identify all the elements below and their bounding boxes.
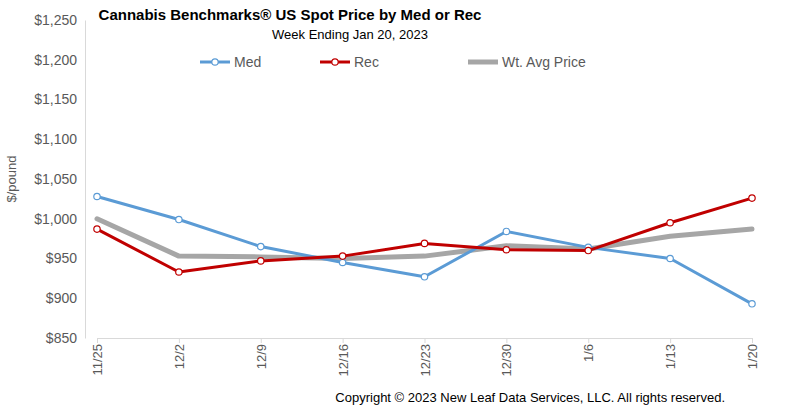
x-axis-line (98, 339, 753, 344)
point (749, 195, 755, 201)
point (176, 269, 182, 275)
x-axis: 11/25 12/2 12/9 12/16 12/23 12/30 1/6 1/13 1/20 (90, 338, 760, 377)
point (503, 228, 509, 234)
y-axis-title: $/pound (4, 156, 19, 203)
legend-label: Med (234, 54, 261, 70)
legend-item: Med (200, 54, 261, 70)
x-tick-mark (752, 338, 753, 343)
subtitle: Week Ending Jan 20, 2023 (272, 27, 428, 42)
y-tick-label: $850 (46, 330, 77, 346)
x-tick-label: 12/16 (336, 344, 351, 377)
y-axis: $850 $900 $950 $1,000 $1,050 $1,100 $1,150 $1,2… (34, 12, 85, 346)
y-tick: $1,150 (34, 91, 85, 107)
x-tick: 11/25 (90, 338, 105, 376)
point (503, 247, 509, 253)
series-line (97, 198, 752, 272)
point (339, 259, 345, 265)
point (339, 253, 345, 259)
y-tick: $1,000 (34, 211, 85, 227)
legend-swatch (468, 60, 498, 65)
x-tick-label: 12/2 (172, 344, 187, 369)
point (94, 193, 100, 199)
chart: Cannabis Benchmarks® US Spot Price by Me… (0, 0, 785, 409)
point (421, 274, 427, 280)
title: Cannabis Benchmarks® US Spot Price by Me… (99, 6, 482, 23)
x-tick-mark (97, 338, 98, 343)
legend-item: Wt. Avg Price (468, 54, 586, 70)
plot-area (94, 193, 755, 307)
x-tick: 12/2 (172, 338, 187, 369)
y-tick-label: $1,200 (34, 52, 77, 68)
x-tick-mark (425, 338, 426, 343)
x-tick-label: 1/13 (663, 344, 678, 369)
x-tick-label: 11/25 (90, 344, 105, 376)
x-tick: 12/9 (254, 338, 269, 369)
point (94, 226, 100, 232)
y-tick-label: $950 (46, 250, 77, 266)
point (258, 258, 264, 264)
x-tick-label: 1/6 (581, 344, 596, 362)
x-tick: 1/13 (663, 338, 678, 369)
x-tick-label: 12/30 (499, 344, 514, 377)
y-tick-label: $900 (46, 290, 77, 306)
x-tick: 1/6 (581, 338, 596, 362)
point (667, 220, 673, 226)
y-tick: $900 (46, 290, 85, 306)
point (667, 255, 673, 261)
y-tick: $1,200 (34, 52, 85, 68)
point (585, 247, 591, 253)
point (176, 216, 182, 222)
y-tick: $1,100 (34, 131, 85, 147)
annotation: Copyright © 2023 New Leaf Data Services,… (335, 390, 725, 405)
series-line (97, 196, 752, 303)
legend-label: Rec (354, 54, 379, 70)
legend-label: Wt. Avg Price (502, 54, 586, 70)
x-tick-mark (261, 338, 262, 343)
y-tick: $950 (46, 250, 85, 266)
x-tick: 12/30 (499, 338, 514, 377)
x-tick-mark (588, 338, 589, 343)
x-tick: 12/16 (336, 338, 351, 377)
x-tick-label: 1/20 (745, 344, 760, 369)
y-axis-line (85, 21, 86, 339)
point (258, 243, 264, 249)
legend-marker (332, 59, 338, 65)
y-tick-label: $1,100 (34, 131, 77, 147)
x-tick-mark (343, 338, 344, 343)
legend-item: Rec (320, 54, 379, 70)
y-tick-label: $1,050 (34, 171, 77, 187)
x-tick: 12/23 (418, 338, 433, 377)
legend-marker (212, 59, 218, 65)
x-tick-label: 12/9 (254, 344, 269, 369)
x-tick-mark (506, 338, 507, 343)
legend: Med Rec Wt. Avg Price (200, 54, 586, 70)
x-tick: 1/20 (745, 338, 760, 369)
y-tick: $1,050 (34, 171, 85, 187)
x-tick-mark (670, 338, 671, 343)
x-tick-label: 12/23 (418, 344, 433, 377)
point (421, 240, 427, 246)
y-tick: $850 (46, 330, 85, 346)
y-tick-label: $1,150 (34, 91, 77, 107)
y-tick-label: $1,250 (34, 12, 77, 28)
x-tick-mark (179, 338, 180, 343)
point (749, 301, 755, 307)
y-tick-label: $1,000 (34, 211, 77, 227)
y-tick: $1,250 (34, 12, 85, 28)
